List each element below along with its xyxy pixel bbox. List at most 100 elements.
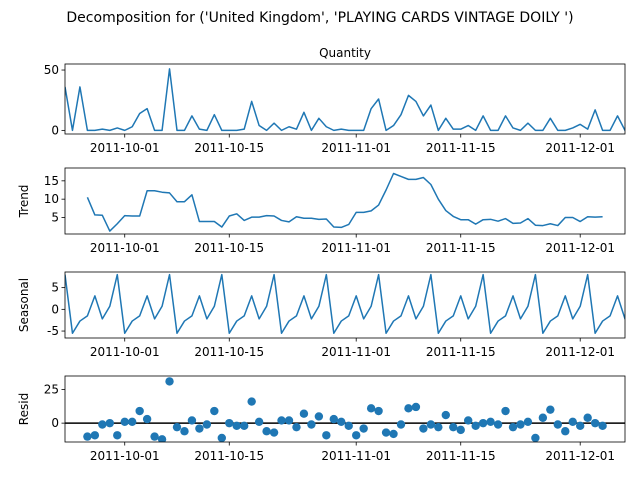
resid-point xyxy=(396,420,406,429)
series-trend xyxy=(86,172,603,232)
resid-point xyxy=(210,406,219,416)
panel-observed: Quantity 0 50 2011-10-01 2011-10-15 2011-11-0… xyxy=(44,46,626,155)
y-axis-label-seasonal: Seasonal xyxy=(17,278,31,332)
y-tick-label: 15 xyxy=(44,174,59,188)
x-tick-label: 2011-11-15 xyxy=(426,241,496,255)
resid-point xyxy=(359,424,368,433)
resid-point xyxy=(314,412,324,421)
resid-point xyxy=(568,417,577,426)
resid-point xyxy=(501,406,510,416)
series-line-trend xyxy=(86,172,603,232)
resid-point xyxy=(299,409,309,418)
resid-point xyxy=(322,431,331,440)
resid-point xyxy=(411,402,421,412)
resid-point xyxy=(98,420,107,429)
resid-point xyxy=(217,433,226,442)
resid-point xyxy=(165,377,174,386)
resid-point xyxy=(142,414,152,424)
x-tick-label: 2011-10-01 xyxy=(90,449,160,463)
x-tick-label: 2011-10-01 xyxy=(90,241,160,255)
x-tick-label: 2011-11-01 xyxy=(321,241,391,255)
resid-point xyxy=(598,421,607,431)
resid-point xyxy=(561,427,570,436)
resid-point xyxy=(128,417,137,426)
resid-point xyxy=(576,421,585,431)
resid-point xyxy=(232,421,241,431)
resid-point xyxy=(516,420,525,429)
resid-point xyxy=(120,417,129,426)
resid-point xyxy=(307,420,316,429)
resid-point xyxy=(478,418,488,428)
y-tick-label: 50 xyxy=(44,63,59,77)
resid-point xyxy=(113,431,122,440)
resid-point xyxy=(83,432,92,441)
y-axis-label-trend: Trend xyxy=(17,185,31,219)
resid-point xyxy=(329,414,338,424)
resid-point xyxy=(381,428,391,437)
y-tick-label: 5 xyxy=(51,211,59,225)
x-tick-label: 2011-10-15 xyxy=(194,241,264,255)
resid-point xyxy=(180,427,189,436)
resid-point xyxy=(493,420,503,429)
resid-point xyxy=(225,418,234,428)
resid-point xyxy=(202,420,212,429)
resid-point xyxy=(254,417,264,426)
resid-point xyxy=(389,429,398,439)
resid-point xyxy=(471,421,480,431)
axes-frame-trend xyxy=(64,167,626,235)
panel-resid: Resid 0 25 2011-10-01 2011-10-15 2011-11-01 20… xyxy=(17,375,626,463)
x-tick-label: 2011-11-15 xyxy=(426,449,496,463)
resid-point xyxy=(366,404,376,413)
y-tick-label: -5 xyxy=(47,324,59,338)
y-tick-label: 10 xyxy=(44,192,59,206)
resid-point xyxy=(583,413,592,422)
resid-point xyxy=(434,422,443,432)
resid-point xyxy=(105,418,115,428)
x-tick-label: 2011-10-15 xyxy=(194,345,264,359)
resid-point xyxy=(284,416,294,425)
series-seasonal xyxy=(65,273,625,334)
panel-trend: Trend 5 10 15 2011-10-01 2011-10-15 2011-11-01… xyxy=(17,167,626,255)
x-tick-label: 2011-12-01 xyxy=(545,345,615,359)
resid-point xyxy=(531,433,540,442)
x-tick-label: 2011-10-15 xyxy=(194,449,264,463)
x-tick-label: 2011-10-01 xyxy=(90,345,160,359)
y-tick-label: 0 xyxy=(51,123,59,137)
y-axis-label-resid: Resid xyxy=(17,393,31,425)
resid-point xyxy=(464,416,473,425)
panel-seasonal: Seasonal -5 0 5 2011-10-01 2011-10-15 2011-11-… xyxy=(17,271,626,359)
x-tick-label: 2011-11-15 xyxy=(426,141,496,155)
resid-point xyxy=(172,422,182,432)
series-line-seasonal xyxy=(65,273,625,334)
resid-point xyxy=(269,428,279,437)
y-tick-label: 25 xyxy=(44,382,59,396)
resid-point xyxy=(523,417,533,426)
series-resid xyxy=(65,377,625,442)
axes-frame-resid xyxy=(64,375,626,443)
resid-point xyxy=(90,431,100,440)
y-tick-label: 0 xyxy=(51,302,59,316)
resid-point xyxy=(262,427,271,436)
x-tick-label: 2011-12-01 xyxy=(545,141,615,155)
resid-point xyxy=(538,413,548,422)
resid-point xyxy=(441,410,450,420)
series-observed xyxy=(65,68,625,132)
figure-title: Decomposition for ('United Kingdom', 'PL… xyxy=(66,10,573,26)
resid-point xyxy=(456,425,465,435)
x-tick-label: 2011-12-01 xyxy=(545,449,615,463)
series-line-observed xyxy=(65,68,625,132)
axes-frame-seasonal xyxy=(64,271,626,339)
resid-point xyxy=(449,422,458,432)
resid-point xyxy=(352,431,361,440)
resid-point xyxy=(344,421,353,431)
resid-point xyxy=(590,418,600,428)
resid-point xyxy=(247,397,256,406)
x-tick-label: 2011-12-01 xyxy=(545,241,615,255)
resid-point xyxy=(404,404,413,413)
resid-point xyxy=(419,424,428,433)
resid-point xyxy=(240,421,249,431)
x-tick-label: 2011-10-01 xyxy=(90,141,160,155)
panel-title-observed: Quantity xyxy=(319,46,371,60)
